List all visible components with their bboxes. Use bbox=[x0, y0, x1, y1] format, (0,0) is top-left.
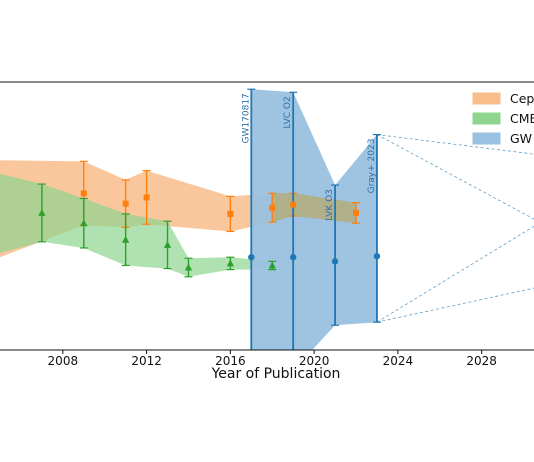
gw-point-0 bbox=[248, 254, 255, 261]
x-axis-title: Year of Publication bbox=[211, 366, 341, 382]
cmb-point-2 bbox=[122, 235, 130, 243]
cmb-band bbox=[0, 173, 273, 277]
legend-swatch-cmb bbox=[472, 112, 501, 125]
cmb-point-0 bbox=[38, 208, 46, 216]
error-bars bbox=[37, 88, 381, 350]
gw-point-3 bbox=[373, 253, 381, 260]
data-markers bbox=[38, 190, 381, 271]
x-tick-label-2028: 2028 bbox=[466, 354, 497, 368]
cepheid-point-3 bbox=[227, 210, 234, 217]
cepheid-band bbox=[0, 160, 356, 258]
gw-label-2: LVK O3 bbox=[325, 189, 335, 221]
cepheid-point-6 bbox=[353, 209, 359, 216]
cepheid-point-1 bbox=[122, 200, 129, 207]
cmb-point-1 bbox=[80, 219, 88, 227]
gw-label-0: GW170817 bbox=[241, 93, 251, 143]
gw-label-1: LVC O2 bbox=[283, 96, 293, 128]
gw-projection-line-0 bbox=[376, 134, 534, 155]
gw-projection bbox=[376, 134, 534, 323]
axes: 2008 2012 2016 2020 2024 2028 Year of Publica… bbox=[0, 81, 534, 382]
gw-point-1 bbox=[289, 254, 297, 261]
legend-label-cmb: CMB bbox=[510, 111, 534, 126]
x-ticks: 2008 2012 2016 2020 2024 2028 bbox=[48, 350, 497, 368]
plot-area: GW170817 LVC O2 LVK O3 Gray+ 2023 bbox=[0, 88, 534, 350]
gw-label-3: Gray+ 2023 bbox=[367, 139, 377, 194]
x-tick-label-2020: 2020 bbox=[299, 354, 330, 368]
x-tick-label-2008: 2008 bbox=[48, 354, 79, 368]
x-tick-label-2024: 2024 bbox=[383, 354, 414, 368]
legend-label-cepheid: Ceph bbox=[510, 91, 534, 106]
gw-projection-line-1 bbox=[376, 134, 534, 220]
x-tick-label-2016: 2016 bbox=[215, 354, 246, 368]
gw-annotations: GW170817 LVC O2 LVK O3 Gray+ 2023 bbox=[241, 93, 377, 221]
x-tick-label-2012: 2012 bbox=[131, 354, 162, 368]
legend-swatch-cepheid bbox=[472, 92, 501, 105]
gw-band bbox=[251, 89, 377, 350]
cmb-point-5 bbox=[226, 259, 234, 267]
legend-swatch-gw bbox=[472, 132, 501, 145]
cepheid-point-5 bbox=[290, 201, 297, 208]
cmb-point-6 bbox=[268, 261, 276, 269]
gw-point-2 bbox=[331, 258, 339, 265]
cepheid-point-0 bbox=[80, 190, 87, 197]
gw-projection-line-3 bbox=[376, 287, 534, 323]
gw-projection-line-2 bbox=[376, 225, 534, 323]
cmb-point-3 bbox=[163, 240, 172, 248]
legend-label-gw: GW bbox=[510, 131, 532, 146]
uncertainty-bands bbox=[0, 89, 377, 350]
cepheid-point-2 bbox=[143, 194, 150, 201]
cmb-point-4 bbox=[184, 263, 193, 271]
cepheid-point-4 bbox=[269, 204, 276, 211]
legend: Ceph CMB GW bbox=[472, 91, 534, 146]
